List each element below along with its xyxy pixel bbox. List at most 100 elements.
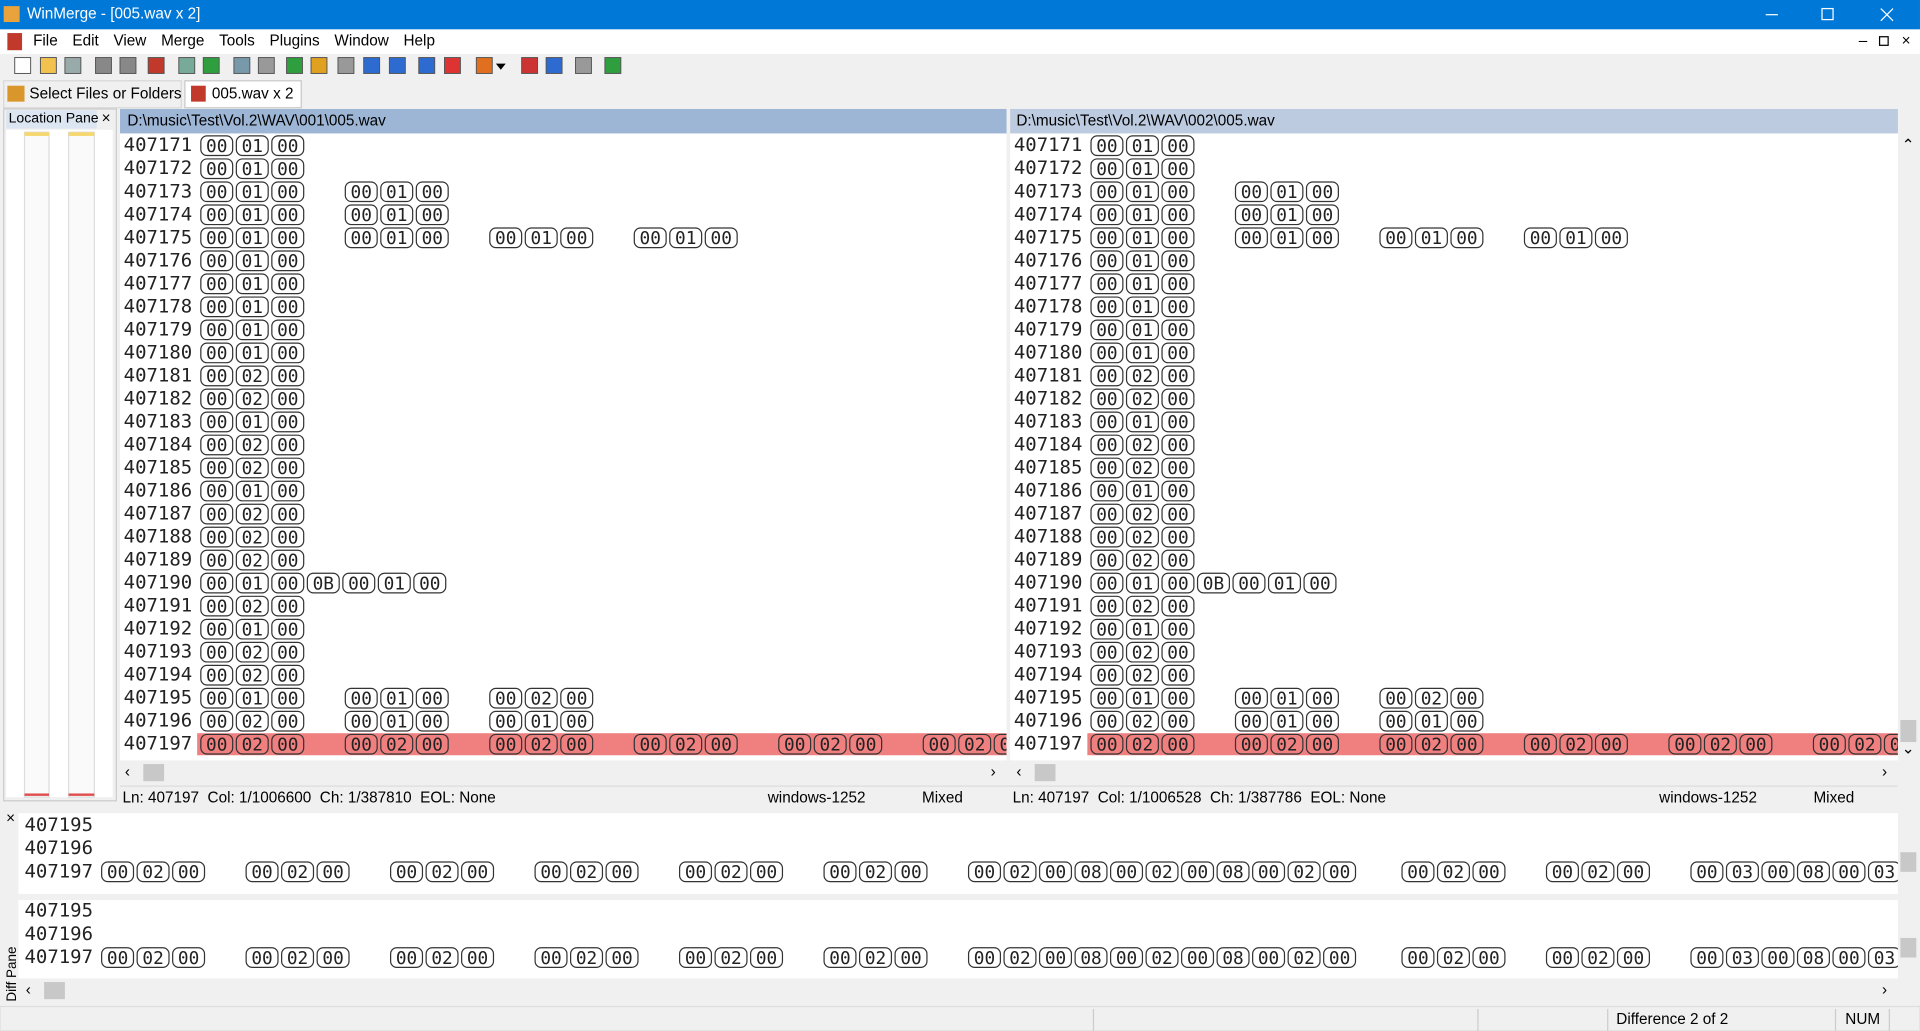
- scroll-left[interactable]: ‹: [26, 982, 31, 999]
- toolbar-button[interactable]: [119, 57, 137, 74]
- scroll-thumb[interactable]: [1900, 719, 1917, 743]
- byte: 02: [1009, 863, 1030, 883]
- pane-encoding: windows-1252: [767, 789, 866, 806]
- byte-box: [271, 296, 305, 318]
- byte-box: [1161, 319, 1195, 341]
- toolbar-dropdown[interactable]: [495, 63, 506, 70]
- toolbar-button[interactable]: [233, 57, 251, 74]
- byte: 00: [640, 229, 661, 249]
- menu-item[interactable]: Plugins: [270, 33, 321, 50]
- byte-box: [1161, 365, 1195, 387]
- location-bar-right[interactable]: [67, 131, 95, 798]
- byte: 00: [1838, 949, 1859, 969]
- menu-item[interactable]: File: [33, 33, 58, 50]
- scroll-thumb[interactable]: [143, 764, 165, 782]
- byte: 00: [1096, 597, 1117, 617]
- byte: 00: [206, 689, 227, 709]
- menu-item[interactable]: Edit: [72, 33, 99, 50]
- line-number: 407197: [25, 946, 94, 968]
- toolbar-button[interactable]: [39, 57, 57, 74]
- menu-item[interactable]: Window: [334, 33, 389, 50]
- toolbar-button[interactable]: [418, 57, 436, 74]
- byte: 01: [386, 712, 407, 732]
- toolbar-button[interactable]: [604, 57, 622, 74]
- toolbar-button[interactable]: [337, 57, 355, 74]
- byte: 00: [178, 863, 199, 883]
- toolbar-button[interactable]: [363, 57, 381, 74]
- byte-box: [750, 947, 784, 968]
- toolbar-button[interactable]: [575, 57, 592, 74]
- byte: 00: [277, 712, 298, 732]
- tab-label[interactable]: 005.wav x 2: [212, 85, 294, 102]
- byte-box: [200, 250, 234, 272]
- tab-label[interactable]: Select Files or Folders: [29, 85, 182, 102]
- byte-box: [101, 947, 135, 968]
- toolbar-button[interactable]: [178, 57, 196, 74]
- mdi-close[interactable]: ×: [1902, 33, 1911, 50]
- horizontal-scrollbar[interactable]: [120, 761, 1007, 784]
- scroll-right[interactable]: ›: [991, 764, 996, 781]
- tab[interactable]: [3, 80, 182, 109]
- byte: 00: [1096, 344, 1117, 364]
- toolbar-button[interactable]: [310, 57, 328, 74]
- byte-box: [271, 250, 305, 272]
- scroll-thumb[interactable]: [44, 982, 65, 1000]
- restore-button[interactable]: [1821, 7, 1834, 21]
- toolbar-button[interactable]: [147, 57, 165, 74]
- byte: 02: [1132, 390, 1153, 410]
- scroll-thumb[interactable]: [1900, 852, 1917, 872]
- location-bar-left[interactable]: [23, 131, 50, 798]
- byte: 00: [1385, 689, 1406, 709]
- scroll-thumb[interactable]: [1034, 764, 1056, 782]
- byte: 00: [422, 735, 443, 755]
- byte-box: [1252, 947, 1286, 968]
- toolbar-button[interactable]: [257, 57, 275, 74]
- toolbar-button[interactable]: [286, 57, 303, 74]
- byte-box: [1725, 947, 1759, 968]
- byte-box: [1523, 227, 1557, 249]
- byte-box: [200, 434, 234, 456]
- horizontal-scrollbar[interactable]: [1010, 761, 1898, 784]
- vertical-scrollbar[interactable]: [1897, 133, 1920, 761]
- byte-box: [271, 618, 305, 640]
- byte: 00: [1312, 229, 1333, 249]
- horizontal-scrollbar[interactable]: [18, 979, 1898, 1002]
- toolbar-button[interactable]: [444, 57, 461, 74]
- byte-box: [415, 710, 449, 732]
- byte: 00: [206, 459, 227, 479]
- scroll-up[interactable]: ⌃: [1902, 137, 1915, 154]
- line-number: 407190: [1014, 572, 1083, 594]
- toolbar-button[interactable]: [95, 57, 112, 74]
- location-pane-close[interactable]: ×: [102, 110, 111, 127]
- mdi-minimize[interactable]: –: [1859, 33, 1868, 50]
- menu-item[interactable]: Merge: [161, 33, 204, 50]
- scroll-down[interactable]: ⌄: [1902, 740, 1915, 757]
- toolbar-button[interactable]: [388, 57, 406, 74]
- byte: 00: [1456, 712, 1477, 732]
- byte: 00: [1601, 735, 1622, 755]
- toolbar-button[interactable]: [64, 57, 82, 74]
- toolbar-button[interactable]: [202, 57, 220, 74]
- scroll-right[interactable]: ›: [1882, 982, 1887, 999]
- byte: 00: [855, 735, 876, 755]
- byte: 02: [1293, 949, 1314, 969]
- toolbar-button[interactable]: [521, 57, 539, 74]
- menu-item[interactable]: Tools: [219, 33, 255, 50]
- scroll-left[interactable]: ‹: [1016, 764, 1021, 781]
- byte: 0B: [313, 574, 334, 594]
- close-button[interactable]: [1880, 8, 1894, 22]
- scroll-thumb[interactable]: [1900, 937, 1917, 958]
- toolbar-button[interactable]: [545, 57, 563, 74]
- scroll-right[interactable]: ›: [1882, 764, 1887, 781]
- byte-box: [1161, 595, 1195, 617]
- diff-pane-close[interactable]: ×: [6, 810, 15, 827]
- toolbar-button[interactable]: [14, 57, 32, 74]
- scroll-left[interactable]: ‹: [125, 764, 130, 781]
- byte-box: [1450, 733, 1484, 755]
- byte: 01: [1132, 275, 1153, 295]
- menu-item[interactable]: Help: [403, 33, 434, 50]
- byte-box: [524, 710, 558, 732]
- toolbar-button[interactable]: [475, 57, 493, 74]
- mdi-restore[interactable]: [1878, 36, 1889, 46]
- menu-item[interactable]: View: [113, 33, 147, 50]
